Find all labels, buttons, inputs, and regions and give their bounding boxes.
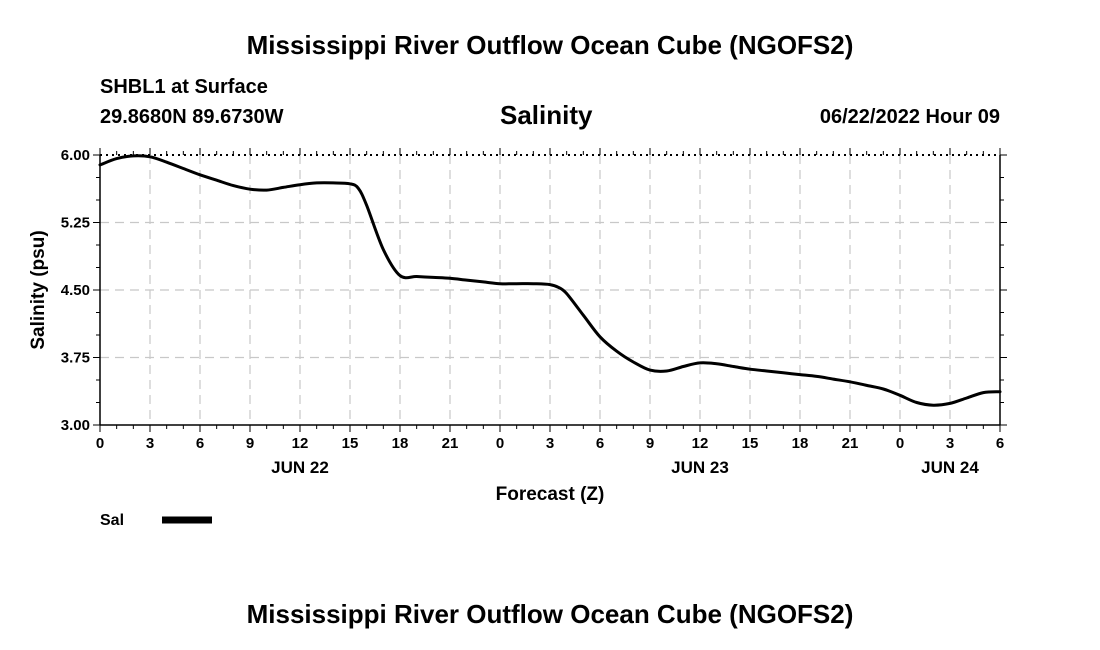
x-tick-label: 18	[392, 435, 409, 452]
bottom-chart-title: Mississippi River Outflow Ocean Cube (NG…	[246, 599, 854, 629]
x-tick-label: 9	[646, 435, 654, 452]
x-tick-label: 12	[692, 435, 709, 452]
y-tick-label: 6.00	[61, 147, 90, 164]
salinity-series-line	[98, 154, 1002, 407]
y-tick-label: 3.75	[61, 350, 90, 367]
variable-title: Salinity	[500, 100, 593, 130]
y-tick-label: 3.00	[61, 417, 90, 434]
x-tick-label: 0	[96, 435, 104, 452]
x-tick-label: 15	[742, 435, 759, 452]
legend-label: Sal	[100, 512, 124, 529]
x-tick-label: 9	[246, 435, 254, 452]
x-tick-label: 6	[996, 435, 1004, 452]
x-tick-label: 3	[946, 435, 954, 452]
x-tick-label: 6	[596, 435, 604, 452]
forecast-date: 06/22/2022 Hour 09	[819, 106, 1000, 128]
x-tick-label: 15	[342, 435, 359, 452]
x-tick-label: 21	[842, 435, 859, 452]
station-coordinates: 29.8680N 89.6730W	[100, 106, 284, 128]
day-label: JUN 22	[271, 458, 329, 477]
y-tick-label: 4.50	[61, 282, 90, 299]
station-label: SHBL1 at Surface	[100, 76, 268, 98]
x-tick-label: 3	[546, 435, 554, 452]
x-tick-label: 6	[196, 435, 204, 452]
x-tick-label: 0	[496, 435, 504, 452]
x-tick-label: 3	[146, 435, 154, 452]
x-tick-label: 0	[896, 435, 904, 452]
x-tick-label: 18	[792, 435, 809, 452]
day-label: JUN 23	[671, 458, 729, 477]
x-tick-label: 21	[442, 435, 459, 452]
chart-title: Mississippi River Outflow Ocean Cube (NG…	[246, 30, 854, 60]
day-label: JUN 24	[921, 458, 979, 477]
x-axis-label: Forecast (Z)	[496, 484, 605, 505]
x-tick-label: 12	[292, 435, 309, 452]
y-axis-label: Salinity (psu)	[28, 230, 49, 349]
y-tick-label: 5.25	[61, 215, 90, 232]
